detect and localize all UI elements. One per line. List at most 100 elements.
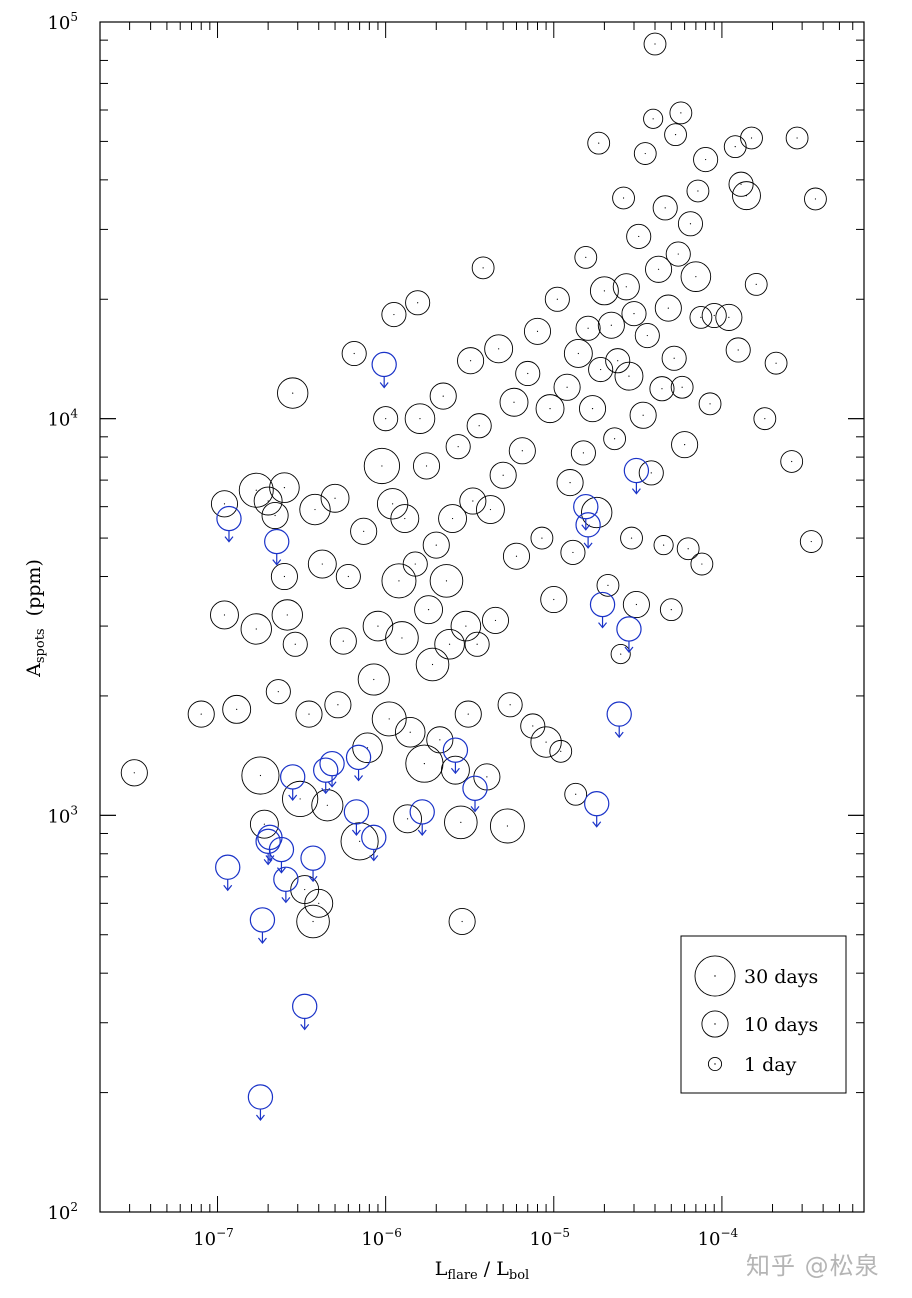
data-point-center [467,713,469,715]
data-point [426,726,454,754]
data-point [307,549,337,579]
data-point-center [445,580,448,582]
data-point [187,700,215,728]
upper-limit-circle [345,744,372,771]
data-point [596,573,620,597]
data-point [261,501,289,530]
data-point [645,255,673,283]
data-point [445,434,471,460]
data-point-center [363,530,365,532]
data-point-center [414,563,416,565]
data-point-center [697,190,699,192]
data-point [661,345,687,371]
data-point-center [591,408,594,410]
upper-limit-marker [313,757,339,795]
y-tick-label-base: 10 [47,1203,70,1224]
data-point [634,323,660,349]
legend-label: 1 day [744,1054,797,1076]
data-point-center [607,584,609,586]
data-point-center [566,386,568,388]
data-point-center [509,704,511,706]
data-point-center [527,372,529,375]
data-point [282,631,308,657]
x-tick-label-exp: −7 [216,1226,234,1240]
upper-limit-marker [273,866,299,904]
data-point-center [652,118,654,120]
upper-limit-arrow-head [288,794,298,801]
data-point [753,407,777,431]
upper-limit-circle [247,1084,274,1110]
data-point [659,598,683,622]
data-point [341,340,367,367]
data-point [240,613,272,645]
legend-marker-center [714,975,716,977]
data-point-center [532,725,534,727]
data-point-center [646,334,648,337]
data-point-center [427,609,430,611]
data-point [698,392,722,416]
data-point [405,290,431,316]
upper-limit-marker [584,790,610,828]
data-point [499,387,529,417]
data-point-center [502,474,504,476]
data-point [296,904,330,939]
upper-limit-circle [589,591,616,618]
data-point-center [569,481,571,484]
data-point-center [409,731,411,733]
data-point [429,564,464,598]
y-label-sub: spots [33,628,48,663]
x-tick-label-base: 10 [698,1229,721,1250]
data-point-center [200,713,202,715]
data-point-center [392,503,394,505]
data-point [238,472,274,508]
data-point [680,261,712,292]
upper-limit-arrow-head [300,1024,310,1031]
data-point [265,679,291,705]
upper-limit-marker [462,775,488,813]
upper-limit-marker [300,845,326,883]
x-tick-label-exp: −5 [552,1226,570,1240]
data-point-center [506,825,509,827]
data-point-center [650,472,652,474]
data-point [393,804,423,834]
data-point-center [423,763,425,765]
data-point [471,256,495,280]
upper-limit-arrow-head [308,875,318,883]
y-tick-label-base: 10 [47,13,70,34]
data-point [676,537,700,561]
y-label-main: A [23,663,45,678]
data-point-center [541,537,543,539]
upper-limit-arrow-head [257,937,267,944]
data-point [588,357,614,383]
data-point-center [236,708,238,710]
upper-limit-circle [249,907,276,933]
data-point-center [687,548,689,550]
data-point-center [286,614,288,616]
data-point [459,487,487,515]
upper-limit-marker [616,616,642,654]
legend-label: 30 days [744,966,818,988]
data-point-center [734,146,736,148]
upper-limit-circle [216,505,242,532]
data-point [363,447,401,485]
data-point [120,759,148,787]
data-point-center [263,823,265,825]
upper-limit-circle [264,528,290,555]
y-tick-label-exp: 2 [70,1200,78,1214]
x-tick-label: 10−4 [698,1226,739,1250]
data-point [665,241,691,267]
data-point-center [705,158,707,161]
data-point [373,406,399,432]
data-point [381,563,417,599]
data-point [394,716,426,748]
data-point-center [283,575,286,578]
data-point [335,563,361,590]
data-point-center [359,840,361,842]
data-point [626,223,652,249]
legend-marker [701,1010,729,1038]
data-point-center [513,401,515,403]
data-point [574,246,598,269]
data-point [502,542,531,570]
upper-limit-arrow-head [263,859,273,866]
upper-limit-marker [575,512,601,549]
